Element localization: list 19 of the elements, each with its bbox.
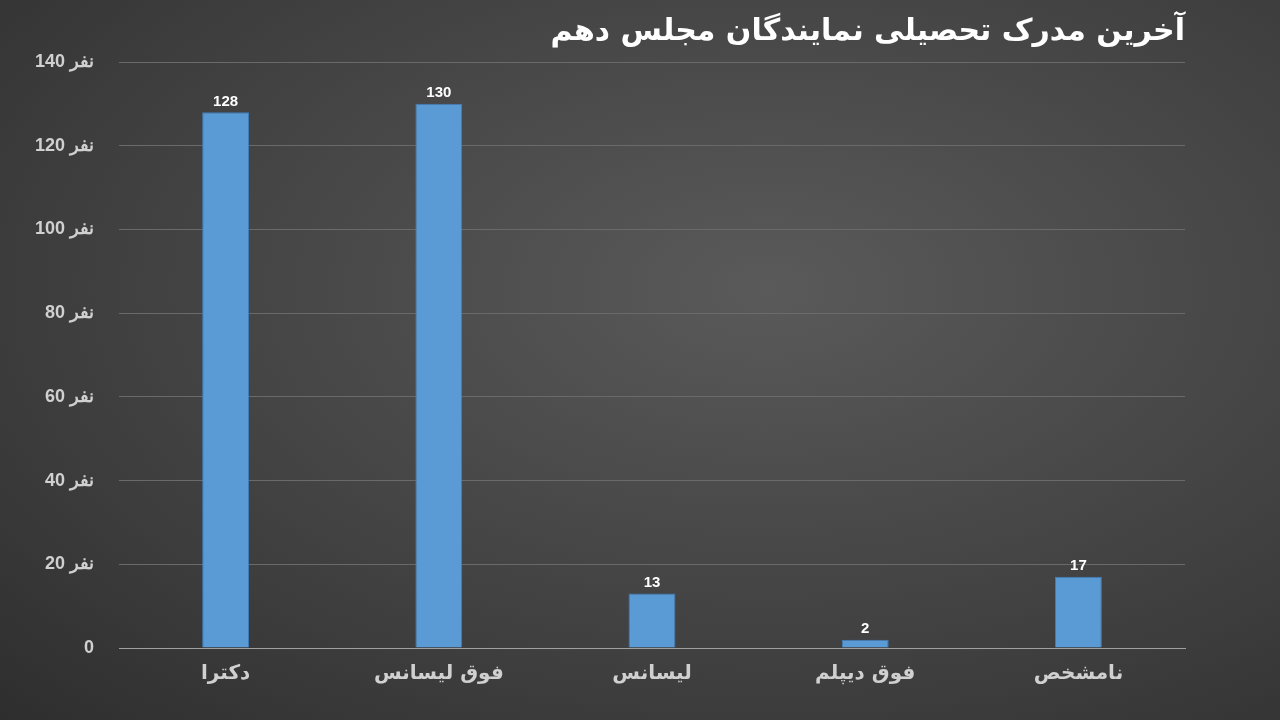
chart-title: آخرین مدرک تحصیلی نمایندگان مجلس دهم — [550, 10, 1186, 48]
y-tick-label: 20 نفر — [45, 553, 95, 575]
y-tick-label: 0 — [84, 636, 95, 657]
data-label: 128 — [213, 91, 239, 109]
data-label: 130 — [426, 83, 452, 101]
y-tick-label: 120 نفر — [34, 134, 95, 156]
data-label: 17 — [1070, 556, 1087, 574]
y-tick-label: 80 نفر — [45, 302, 95, 324]
y-tick-label: 140 نفر — [34, 50, 95, 72]
x-tick-label: نامشخص — [1033, 660, 1124, 685]
x-tick-label: فوق دیپلم — [815, 660, 916, 686]
y-tick-label: 100 نفر — [34, 218, 95, 240]
y-tick-label: 60 نفر — [45, 385, 95, 407]
data-label: 13 — [643, 573, 661, 591]
y-tick-label: 40 نفر — [45, 469, 95, 491]
x-tick-label: فوق لیسانس — [373, 660, 504, 685]
data-label: 2 — [861, 619, 870, 637]
x-tick-label: لیسانس — [612, 660, 692, 685]
x-tick-label: دکترا — [200, 660, 251, 685]
